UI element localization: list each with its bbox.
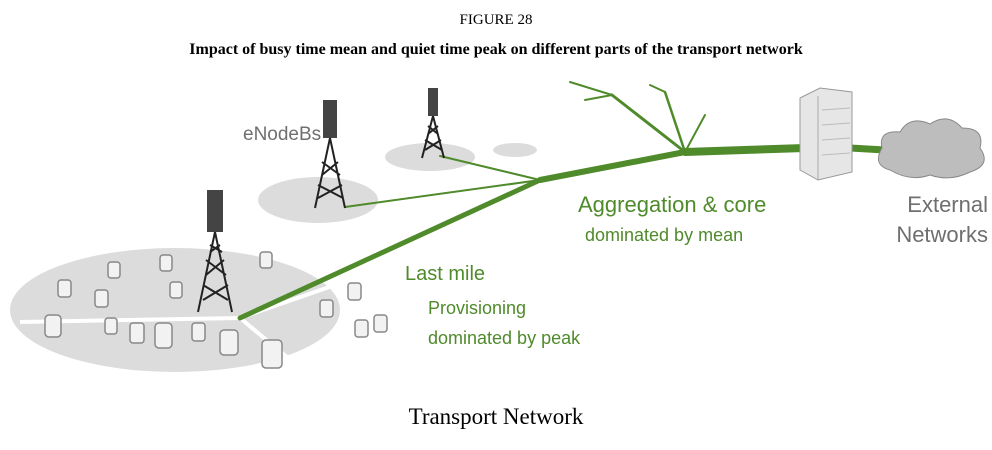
links	[237, 81, 889, 321]
external-label: External	[907, 192, 988, 217]
cell	[258, 177, 378, 223]
external-label: Networks	[896, 222, 988, 247]
enodebs-label: eNodeBs	[243, 124, 321, 145]
figure-title: Impact of busy time mean and quiet time …	[189, 41, 803, 58]
devices	[44, 251, 388, 369]
macro-cell	[10, 248, 340, 372]
figure-label: FIGURE 28	[460, 12, 533, 28]
cell	[493, 143, 537, 157]
last-mile-label: Last mile	[405, 263, 485, 285]
core-server	[799, 87, 853, 181]
aggregation-note: dominated by mean	[585, 225, 743, 245]
towers	[197, 88, 445, 313]
provisioning-label: dominated by peak	[428, 328, 581, 348]
diagram	[10, 81, 985, 374]
provisioning-label: Provisioning	[428, 298, 526, 318]
aggregation-label: Aggregation & core	[578, 192, 766, 217]
cell	[385, 143, 475, 171]
caption: Transport Network	[409, 404, 584, 429]
external-cloud	[877, 118, 985, 179]
